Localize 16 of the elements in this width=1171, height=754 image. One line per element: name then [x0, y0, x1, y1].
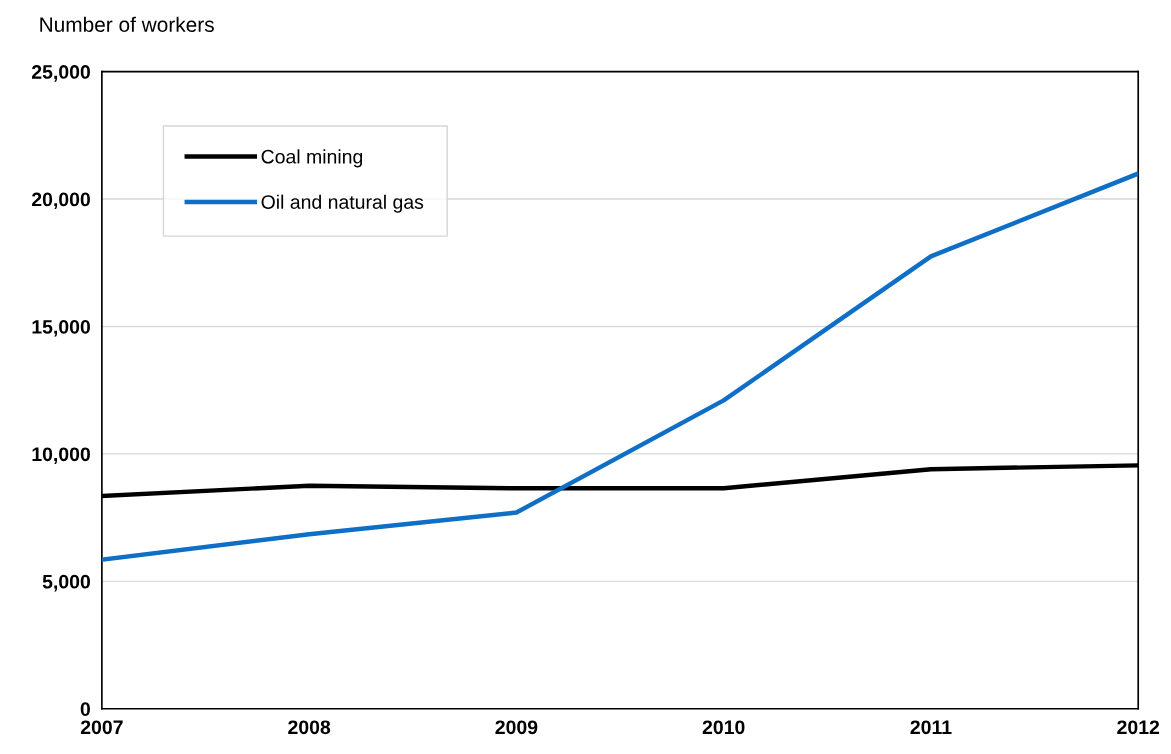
x-tick-label: 2010 — [702, 720, 745, 735]
legend-label: Coal mining — [261, 149, 363, 168]
x-tick-label: 2007 — [80, 720, 123, 735]
x-tick-label: 2012 — [1117, 720, 1160, 735]
y-tick-label: 10,000 — [32, 447, 90, 464]
x-tick-label: 2009 — [495, 720, 538, 735]
y-axis-title: Number of workers — [40, 16, 214, 32]
legend-label: Oil and natural gas — [261, 194, 424, 213]
y-tick-label: 5,000 — [42, 574, 90, 592]
y-tick-label: 20,000 — [31, 192, 90, 210]
x-tick-label: 2011 — [910, 720, 952, 735]
y-tick-label: 15,000 — [32, 319, 90, 337]
x-tick-label: 2008 — [288, 720, 331, 735]
y-tick-label: 0 — [80, 702, 90, 716]
line-series — [101, 171, 1139, 562]
y-tick-label: 25,000 — [31, 65, 90, 82]
